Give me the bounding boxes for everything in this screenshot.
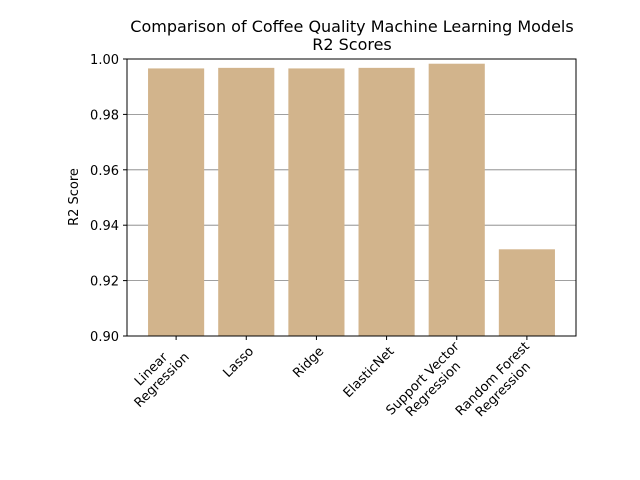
bars-group xyxy=(148,63,555,337)
bar xyxy=(288,68,345,336)
x-tick-label: LinearRegression xyxy=(121,339,192,410)
bar xyxy=(428,63,485,337)
y-tick-label: 0.92 xyxy=(90,275,119,290)
x-tick-label: ElasticNet xyxy=(341,344,398,401)
chart-title-line2: R2 Scores xyxy=(312,35,392,54)
chart-title-line1: Comparison of Coffee Quality Machine Lea… xyxy=(130,17,573,36)
bar xyxy=(358,67,415,336)
x-axis-ticks: LinearRegression Lasso Ridge ElasticNetSupp… xyxy=(121,336,543,429)
y-tick-label: 0.96 xyxy=(90,164,119,179)
bar xyxy=(498,249,555,336)
plot-frame xyxy=(126,58,577,337)
y-tick-label: 1.00 xyxy=(90,53,119,68)
x-tick-label: Lasso xyxy=(221,344,258,381)
x-tick-label: Ridge xyxy=(290,344,327,381)
x-tick-label: Random ForestRegression xyxy=(453,339,543,429)
bar xyxy=(218,67,275,336)
y-axis-label: R2 Score xyxy=(67,168,82,226)
bar xyxy=(148,68,205,336)
y-tick-label: 0.98 xyxy=(90,108,119,123)
y-axis-ticks: 0.90 0.92 0.94 0.96 0.98 1.00 xyxy=(90,53,127,345)
y-tick-label: 0.94 xyxy=(90,219,119,234)
y-tick-label: 0.90 xyxy=(90,330,119,345)
